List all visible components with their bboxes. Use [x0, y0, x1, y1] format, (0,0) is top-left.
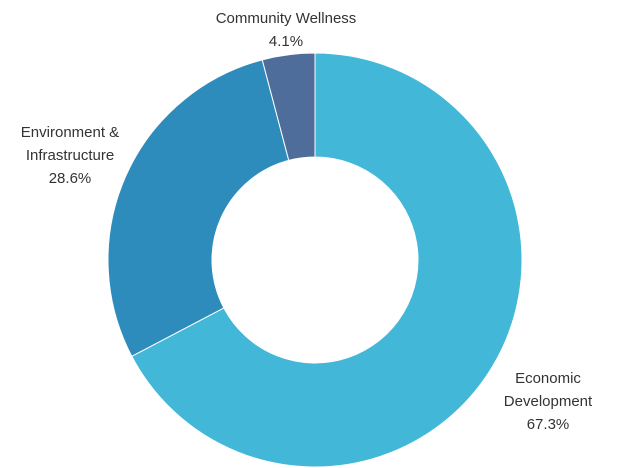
slice-category-label: Community Wellness — [216, 10, 357, 27]
data-label-environment-infrastructure: Environment & Infrastructure 28.6% — [21, 124, 119, 187]
slice-category-label: Infrastructure — [26, 147, 114, 164]
donut-slice-community-wellness — [261, 52, 316, 162]
donut-slice-environment-infrastructure — [107, 59, 290, 357]
data-label-community-wellness: Community Wellness 4.1% — [216, 10, 357, 50]
slice-value-label: 28.6% — [49, 170, 92, 187]
slice-category-label: Development — [504, 393, 593, 410]
data-label-economic-development: Economic Development 67.3% — [504, 370, 593, 433]
slice-value-label: 4.1% — [269, 33, 303, 50]
slice-category-label: Environment & — [21, 124, 119, 141]
slice-category-label: Economic — [515, 370, 581, 387]
slice-value-label: 67.3% — [527, 416, 570, 433]
donut-slice-economic-development — [131, 52, 523, 468]
